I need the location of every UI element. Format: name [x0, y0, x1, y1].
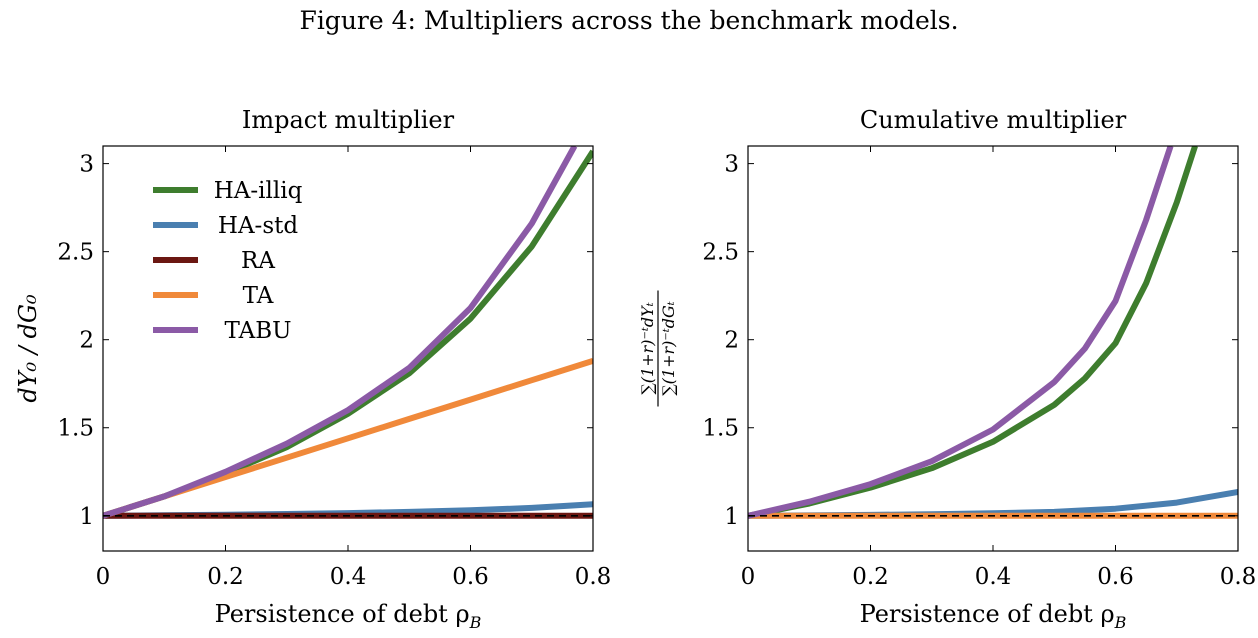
series-line-ha-illiq [748, 146, 1198, 519]
x-tick-label: 0.2 [207, 564, 244, 590]
y-tick-label: 1.5 [57, 416, 94, 442]
chart-panel-1: 0 0.2 0.4 0.6 0.8 1 1.5 2 2.5 3 Impact multiplier P… [14, 106, 611, 632]
y-axis-label: ∑(1+r)⁻ᵗdYₜ ∑(1+r)⁻ᵗdGₜ [638, 290, 678, 407]
y-axis-label: dY₀ / dG₀ [14, 294, 42, 403]
y-tick-label: 1 [724, 504, 739, 530]
y-tick-label: 1 [79, 504, 94, 530]
y-tick-label: 2.5 [57, 240, 94, 266]
x-tick-label: 0.8 [1220, 564, 1257, 590]
y-tick-label: 2 [79, 328, 94, 354]
panel-title: Impact multiplier [242, 106, 455, 134]
legend-label-ha-std: HA-std [218, 213, 298, 239]
legend-label-tabu: TABU [225, 318, 292, 344]
legend-label-ha-illiq: HA-illiq [214, 178, 303, 204]
legend-label-ta: TA [243, 283, 274, 309]
figure-title: Figure 4: Multipliers across the benchma… [299, 6, 959, 35]
y-tick-label: 3 [724, 152, 739, 178]
chart-panel-2: 0 0.2 0.4 0.6 0.8 1 1.5 2 2.5 3 Cumulative multipl… [638, 106, 1256, 632]
y-axis-label-numerator: ∑(1+r)⁻ᵗdYₜ [638, 302, 657, 394]
y-tick-label: 2.5 [702, 240, 739, 266]
series-line-ha-illiq [103, 149, 593, 519]
x-tick-label: 0.4 [975, 564, 1012, 590]
x-tick-label: 0.6 [1097, 564, 1134, 590]
x-tick-label: 0 [96, 564, 111, 590]
x-tick-label: 0.8 [575, 564, 612, 590]
y-tick-label: 2 [724, 328, 739, 354]
x-tick-label: 0.2 [852, 564, 889, 590]
x-tick-label: 0.6 [452, 564, 489, 590]
y-axis-label-denominator: ∑(1+r)⁻ᵗdGₜ [659, 301, 678, 396]
axes-frame [747, 145, 1239, 552]
y-tick-label: 1.5 [702, 416, 739, 442]
series-line-tabu [748, 146, 1174, 519]
x-tick-label: 0 [741, 564, 756, 590]
y-tick-label: 3 [79, 152, 94, 178]
x-tick-label: 0.4 [330, 564, 367, 590]
series-line-tabu [103, 146, 578, 519]
x-axis-label: Persistence of debt ρB [860, 600, 1127, 632]
legend: HA-illiq HA-std RA TA TABU [153, 178, 303, 344]
legend-label-ra: RA [241, 248, 275, 274]
panel-title: Cumulative multiplier [860, 106, 1127, 134]
x-axis-label: Persistence of debt ρB [215, 600, 482, 632]
